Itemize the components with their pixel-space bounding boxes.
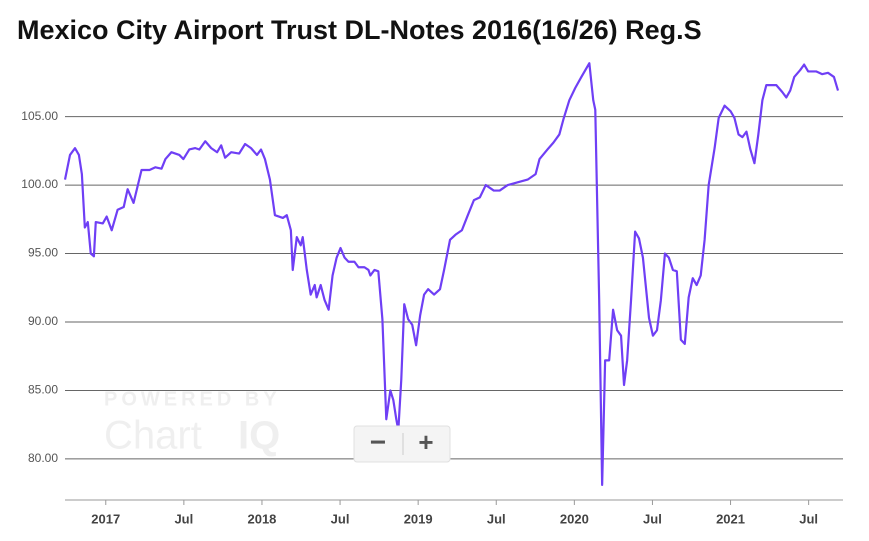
x-tick-label: 2017 bbox=[91, 511, 120, 526]
x-tick-label: Jul bbox=[487, 511, 506, 526]
zoom-out-button[interactable]: − bbox=[370, 426, 386, 457]
x-tick-label: 2021 bbox=[716, 511, 745, 526]
zoom-panel bbox=[353, 425, 451, 463]
y-tick-label: 80.00 bbox=[28, 451, 58, 465]
y-tick-label: 95.00 bbox=[28, 246, 58, 260]
y-tick-label: 100.00 bbox=[21, 177, 58, 191]
x-tick-label: Jul bbox=[643, 511, 662, 526]
zoom-controls: − + bbox=[353, 425, 451, 463]
x-tick-label: Jul bbox=[799, 511, 818, 526]
watermark-brand-suffix: IQ bbox=[238, 414, 280, 458]
x-tick-label: Jul bbox=[331, 511, 350, 526]
x-tick-label: 2018 bbox=[247, 511, 276, 526]
y-tick-label: 105.00 bbox=[21, 109, 58, 123]
zoom-in-button[interactable]: + bbox=[418, 427, 433, 457]
x-tick-label: Jul bbox=[174, 511, 193, 526]
y-tick-label: 90.00 bbox=[28, 314, 58, 328]
y-tick-label: 85.00 bbox=[28, 383, 58, 397]
price-line bbox=[63, 62, 840, 487]
watermark: POWERED BY Chart IQ bbox=[104, 388, 281, 458]
x-tick-label: 2020 bbox=[560, 511, 589, 526]
chart-title: Mexico City Airport Trust DL-Notes 2016(… bbox=[17, 15, 702, 45]
watermark-top: POWERED BY bbox=[104, 388, 281, 410]
watermark-brand: Chart bbox=[104, 414, 202, 458]
x-tick-label: 2019 bbox=[404, 511, 433, 526]
plot-area: 80.00 85.00 90.00 95.00 100.00 105.00 2017 Jul 2… bbox=[21, 62, 843, 526]
